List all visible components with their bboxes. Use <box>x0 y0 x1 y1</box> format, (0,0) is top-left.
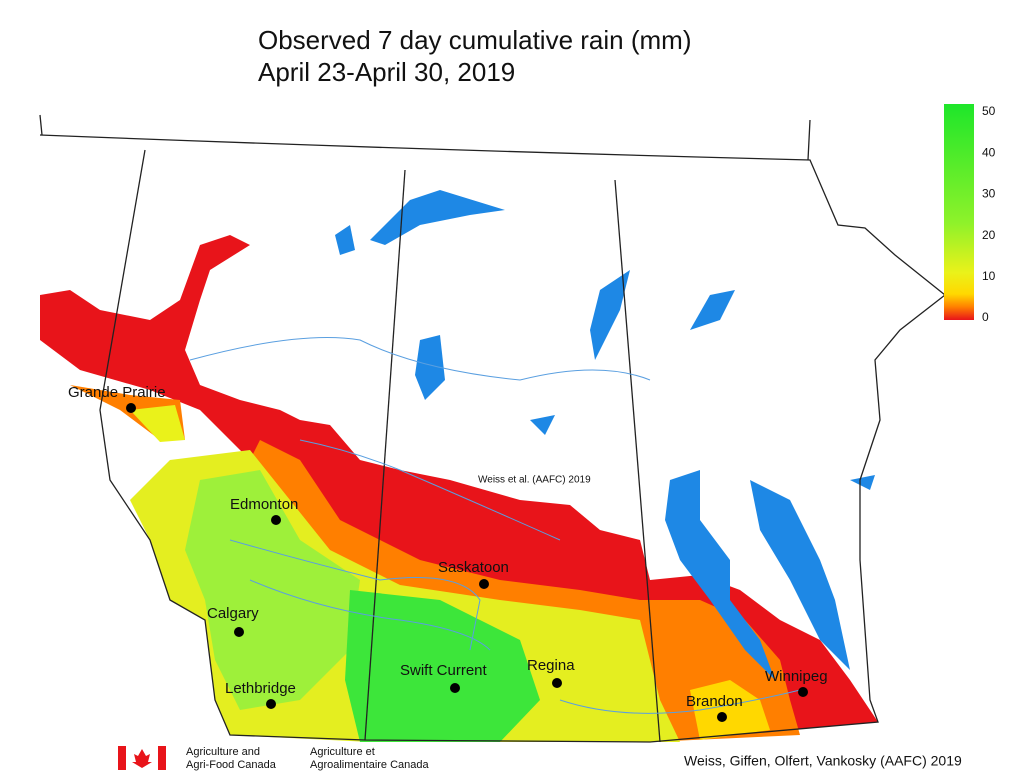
flag <box>118 746 166 770</box>
agency-fr: Agroalimentaire Canada <box>310 759 430 771</box>
city-label: Lethbridge <box>225 680 296 697</box>
cities: Grande Prairie Edmonton Calgary Lethbridge S… <box>68 384 828 722</box>
color-bar-tick: 20 <box>982 228 996 242</box>
city-marker <box>271 515 281 525</box>
city-label: Regina <box>527 657 575 674</box>
color-bar-tick: 30 <box>982 187 996 201</box>
map-base <box>39 114 946 743</box>
color-bar-tick: 50 <box>982 104 996 118</box>
agency-en: Agriculture and <box>186 746 260 758</box>
city-marker <box>798 687 808 697</box>
agency-fr: Agriculture et <box>310 746 375 758</box>
color-bar-ticks: 50 40 30 20 10 0 <box>982 104 996 324</box>
city-marker <box>126 403 136 413</box>
color-bar-tick: 0 <box>982 310 989 324</box>
city-marker <box>450 683 460 693</box>
city-label: Grande Prairie <box>68 384 166 401</box>
color-bar-tick: 40 <box>982 145 996 159</box>
city-label: Edmonton <box>230 496 298 513</box>
city-marker <box>266 699 276 709</box>
city-label: Saskatoon <box>438 559 509 576</box>
city-marker <box>479 579 489 589</box>
title-line: Observed 7 day cumulative rain (mm) <box>258 25 691 55</box>
city-marker <box>552 678 562 688</box>
city-marker <box>717 712 727 722</box>
color-bar <box>944 104 974 320</box>
color-bar-tick: 10 <box>982 269 996 283</box>
city-label: Winnipeg <box>765 668 828 685</box>
watermark: Weiss et al. (AAFC) 2019 <box>478 475 591 486</box>
city-marker <box>234 627 244 637</box>
agency-en: Agri-Food Canada <box>186 759 277 771</box>
city-label: Calgary <box>207 605 259 622</box>
credit: Weiss, Giffen, Olfert, Vankosky (AAFC) 2… <box>684 753 962 769</box>
title-line: April 23-April 30, 2019 <box>258 57 515 87</box>
city-label: Swift Current <box>400 662 488 679</box>
city-label: Brandon <box>686 693 743 710</box>
